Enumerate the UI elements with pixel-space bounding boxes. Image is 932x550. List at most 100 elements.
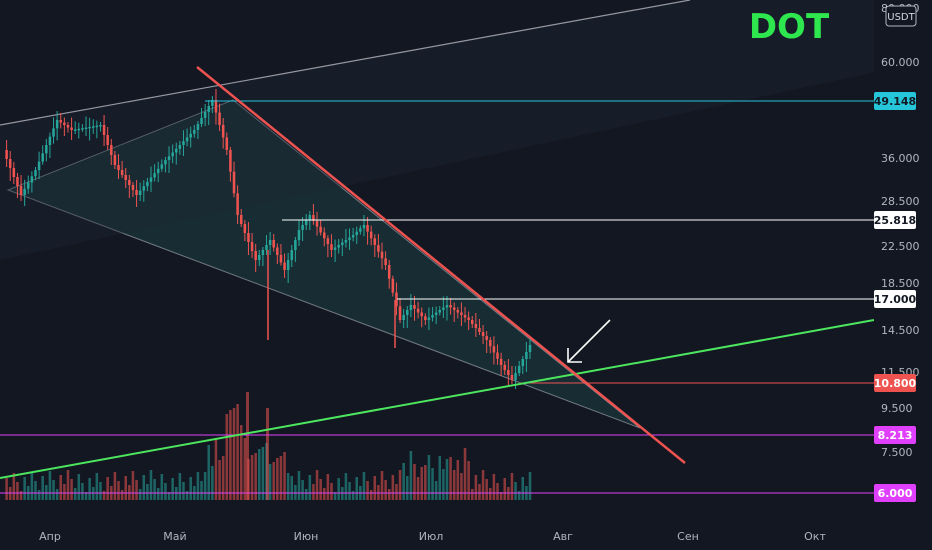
volume-bar <box>261 447 265 500</box>
volume-bar <box>276 458 279 500</box>
price-tick-label: 36.000 <box>881 152 920 165</box>
volume-bar <box>304 489 308 500</box>
candle-body <box>265 245 268 250</box>
volume-bar <box>214 439 218 500</box>
volume-bar <box>167 492 171 500</box>
candle-body <box>380 251 384 259</box>
candle-body <box>499 358 503 365</box>
volume-bar <box>478 484 481 500</box>
candle-body <box>37 161 41 170</box>
candle-body <box>294 240 297 250</box>
candle-body <box>359 228 362 232</box>
candle-body <box>413 305 416 309</box>
candle-body <box>517 366 521 373</box>
candle-body <box>489 340 492 347</box>
candle-body <box>304 220 308 225</box>
volume-bar <box>221 456 225 500</box>
volume-bar <box>438 456 442 500</box>
candle-body <box>478 328 481 332</box>
volume-bar <box>146 484 149 500</box>
candle-body <box>23 188 26 195</box>
candle-body <box>395 292 398 307</box>
volume-bar <box>55 489 59 500</box>
volume-bar <box>131 471 135 500</box>
candle-body <box>63 122 66 125</box>
candle-body <box>91 126 95 128</box>
candle-body <box>525 352 528 359</box>
candle-body <box>402 315 405 320</box>
time-tick-label: Май <box>163 530 186 543</box>
candle-body <box>113 155 117 165</box>
candle-body <box>135 190 138 195</box>
volume-bar <box>34 481 37 500</box>
candle-body <box>8 159 12 168</box>
candle-body <box>52 128 55 137</box>
volume-bar <box>391 475 395 500</box>
candle-body <box>196 124 200 130</box>
volume-bar <box>250 455 254 500</box>
candle-body <box>131 185 135 190</box>
price-tag <box>874 484 916 502</box>
price-tick-label: 14.500 <box>881 324 920 337</box>
volume-bar <box>424 465 427 500</box>
candle-body <box>218 112 221 125</box>
volume-bar <box>492 474 496 500</box>
volume-bar <box>283 452 286 500</box>
volume-bar <box>106 477 109 500</box>
candle-body <box>142 186 146 191</box>
candle-body <box>420 312 423 317</box>
candle-body <box>521 359 525 366</box>
candle-body <box>290 250 294 260</box>
volume-bar <box>102 491 106 500</box>
candle-body <box>470 320 474 324</box>
candle-body <box>167 156 171 160</box>
price-tick-label: 28.500 <box>881 195 920 208</box>
candle-body <box>138 190 142 195</box>
candle-body <box>182 141 185 145</box>
candle-body <box>344 240 348 243</box>
volume-bar <box>258 449 261 500</box>
volume-bar <box>243 438 247 500</box>
volume-bar <box>398 470 402 500</box>
candle-body <box>110 145 113 155</box>
volume-bar <box>427 455 431 500</box>
candle-body <box>319 226 322 233</box>
candle-body <box>322 232 326 239</box>
volume-bar <box>63 484 66 500</box>
volume-bar <box>489 488 492 500</box>
candle-body <box>211 100 214 106</box>
volume-bar <box>203 472 207 500</box>
candle-body <box>185 137 189 142</box>
candle-body <box>207 106 211 112</box>
volume-bar <box>185 491 189 500</box>
candle-body <box>250 242 254 251</box>
candle-body <box>81 128 84 130</box>
volume-bar <box>16 482 19 500</box>
candle-body <box>463 315 467 318</box>
candle-body <box>387 265 391 279</box>
candle-body <box>156 168 160 174</box>
candle-body <box>19 186 23 195</box>
volume-bar <box>315 470 319 500</box>
volume-bar <box>23 477 26 500</box>
time-tick-label: Июл <box>419 530 444 543</box>
volume-bar <box>456 460 460 500</box>
volume-bar <box>135 480 138 500</box>
volume-bar <box>73 488 77 500</box>
volume-bar <box>290 476 294 500</box>
volume-bar <box>351 491 355 500</box>
volume-bar <box>355 477 359 500</box>
volume-bar <box>164 483 167 500</box>
candle-body <box>84 127 88 129</box>
candle-body <box>59 120 63 123</box>
price-tag-label: 25.818 <box>874 214 916 227</box>
candle-body <box>485 336 488 340</box>
candle-body <box>171 152 174 157</box>
volume-bar <box>117 481 120 500</box>
channel-shade <box>0 0 932 260</box>
candle-body <box>128 180 131 185</box>
candle-body <box>424 316 427 320</box>
candle-body <box>456 310 460 313</box>
